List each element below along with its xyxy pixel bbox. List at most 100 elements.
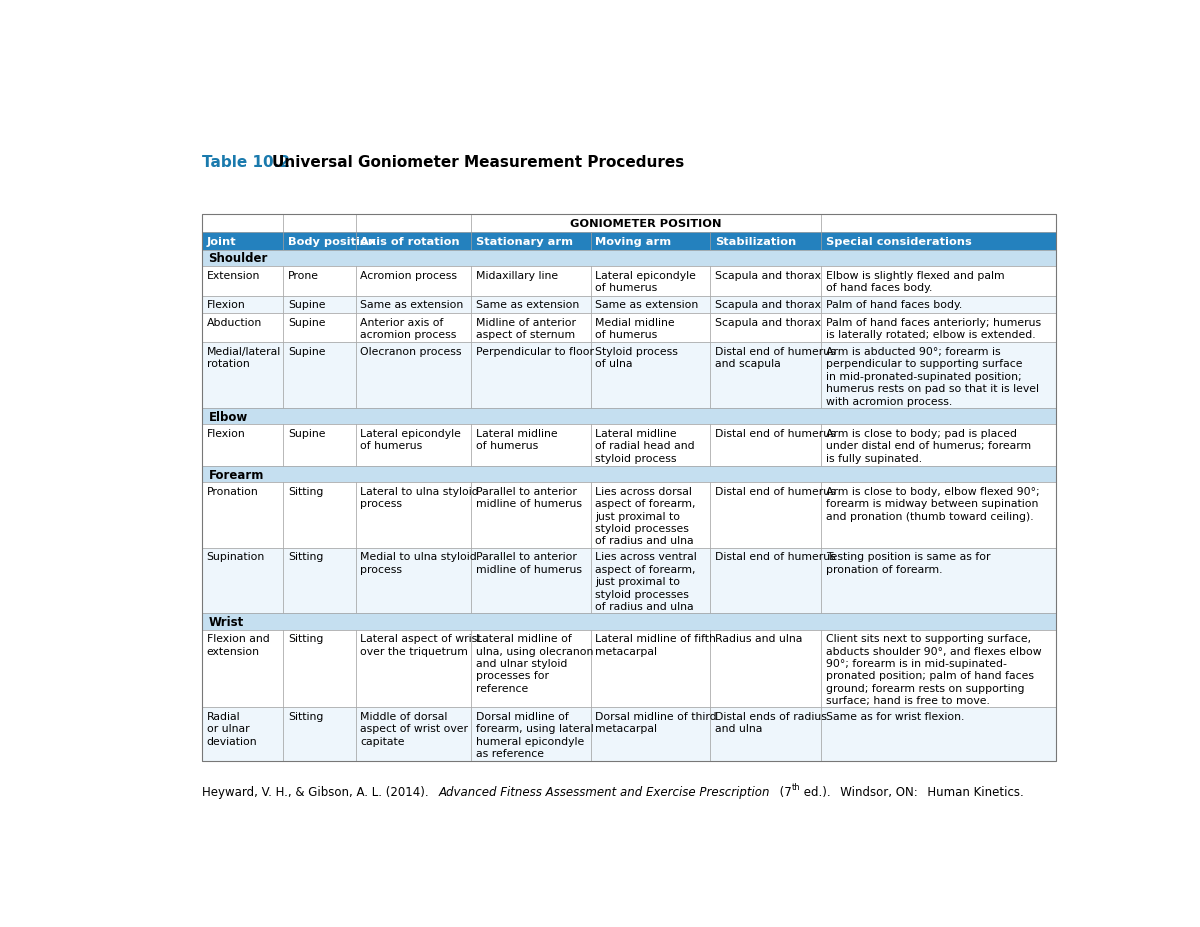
Bar	[590, 233, 710, 250]
Bar	[472, 343, 590, 409]
Text: Sitting: Sitting	[288, 711, 323, 721]
Text: Supine: Supine	[288, 299, 325, 310]
Text: Lateral to ulna styloid
process: Lateral to ulna styloid process	[360, 487, 479, 509]
Bar	[710, 313, 821, 343]
Bar	[590, 548, 710, 614]
Bar	[202, 548, 283, 614]
Bar	[202, 233, 283, 250]
Text: Scapula and thorax: Scapula and thorax	[715, 271, 821, 280]
Text: Axis of rotation: Axis of rotation	[360, 236, 460, 247]
Bar	[710, 343, 821, 409]
Bar	[590, 707, 710, 761]
Bar	[821, 630, 1056, 707]
Text: Lateral midline of fifth
metacarpal: Lateral midline of fifth metacarpal	[595, 633, 716, 656]
Bar	[283, 425, 355, 466]
Text: Medial midline
of humerus: Medial midline of humerus	[595, 317, 674, 339]
Text: Parallel to anterior
midline of humerus: Parallel to anterior midline of humerus	[475, 487, 582, 509]
Bar	[202, 483, 283, 548]
Bar	[821, 215, 1056, 233]
Bar	[202, 614, 1056, 630]
Bar	[283, 343, 355, 409]
Text: Distal end of humerus: Distal end of humerus	[715, 487, 835, 496]
Text: Lateral midline of
ulna, using olecranon
and ulnar styloid
processes for
referen: Lateral midline of ulna, using olecranon…	[475, 633, 593, 693]
Bar	[283, 267, 355, 297]
Text: Wrist: Wrist	[209, 616, 244, 629]
Bar	[590, 267, 710, 297]
Bar	[472, 233, 590, 250]
Text: Supine: Supine	[288, 317, 325, 327]
Bar	[355, 483, 472, 548]
Text: Styloid process
of ulna: Styloid process of ulna	[595, 347, 678, 369]
Bar	[710, 233, 821, 250]
Text: Acromion process: Acromion process	[360, 271, 457, 280]
Text: Universal Goniometer Measurement Procedures: Universal Goniometer Measurement Procedu…	[272, 155, 684, 170]
Bar	[590, 483, 710, 548]
Text: Elbow is slightly flexed and palm
of hand faces body.: Elbow is slightly flexed and palm of han…	[826, 271, 1004, 293]
Text: (7: (7	[770, 785, 792, 798]
Bar	[202, 250, 1056, 267]
Text: Testing position is same as for
pronation of forearm.: Testing position is same as for pronatio…	[826, 552, 990, 574]
Bar	[590, 425, 710, 466]
Bar	[710, 707, 821, 761]
Bar	[202, 630, 283, 707]
Text: Midline of anterior
aspect of sternum: Midline of anterior aspect of sternum	[475, 317, 576, 339]
Bar	[472, 707, 590, 761]
Text: Medial to ulna styloid
process: Medial to ulna styloid process	[360, 552, 478, 574]
Bar	[472, 297, 590, 313]
Text: Same as extension: Same as extension	[595, 299, 698, 310]
Bar	[355, 267, 472, 297]
Bar	[202, 215, 1056, 761]
Text: Stationary arm: Stationary arm	[475, 236, 572, 247]
Text: Distal end of humerus
and scapula: Distal end of humerus and scapula	[715, 347, 835, 369]
Bar	[472, 267, 590, 297]
Text: Flexion: Flexion	[206, 428, 246, 438]
Bar	[355, 313, 472, 343]
Text: Stabilization: Stabilization	[715, 236, 796, 247]
Bar	[472, 313, 590, 343]
Bar	[355, 297, 472, 313]
Bar	[283, 707, 355, 761]
Text: Abduction: Abduction	[206, 317, 262, 327]
Bar	[821, 343, 1056, 409]
Bar	[821, 267, 1056, 297]
Text: Extension: Extension	[206, 271, 260, 280]
Text: Same as extension: Same as extension	[360, 299, 463, 310]
Bar	[355, 215, 472, 233]
Bar	[472, 548, 590, 614]
Text: Distal ends of radius
and ulna: Distal ends of radius and ulna	[715, 711, 827, 733]
Text: Lies across ventral
aspect of forearm,
just proximal to
styloid processes
of rad: Lies across ventral aspect of forearm, j…	[595, 552, 697, 611]
Bar	[821, 707, 1056, 761]
Bar	[202, 215, 283, 233]
Text: Scapula and thorax: Scapula and thorax	[715, 317, 821, 327]
Text: Lateral midline
of radial head and
styloid process: Lateral midline of radial head and stylo…	[595, 428, 695, 464]
Text: Sitting: Sitting	[288, 552, 323, 562]
Text: Palm of hand faces body.: Palm of hand faces body.	[826, 299, 962, 310]
Bar	[472, 630, 590, 707]
Bar	[710, 483, 821, 548]
Bar	[202, 425, 283, 466]
Text: Heyward, V. H., & Gibson, A. L. (2014).: Heyward, V. H., & Gibson, A. L. (2014).	[202, 785, 438, 798]
Bar	[355, 707, 472, 761]
Bar	[821, 233, 1056, 250]
Text: Moving arm: Moving arm	[595, 236, 671, 247]
Text: Advanced Fitness Assessment and Exercise Prescription: Advanced Fitness Assessment and Exercise…	[438, 785, 770, 798]
Text: Anterior axis of
acromion process: Anterior axis of acromion process	[360, 317, 457, 339]
Text: Pronation: Pronation	[206, 487, 258, 496]
Bar	[283, 483, 355, 548]
Text: ed.).  Windsor, ON:  Human Kinetics.: ed.). Windsor, ON: Human Kinetics.	[800, 785, 1024, 798]
Bar	[355, 548, 472, 614]
Text: Flexion: Flexion	[206, 299, 246, 310]
Bar	[283, 233, 355, 250]
Text: Radial
or ulnar
deviation: Radial or ulnar deviation	[206, 711, 257, 745]
Bar	[590, 313, 710, 343]
Text: Arm is close to body, elbow flexed 90°;
forearm is midway between supination
and: Arm is close to body, elbow flexed 90°; …	[826, 487, 1039, 521]
Text: Dorsal midline of
forearm, using lateral
humeral epicondyle
as reference: Dorsal midline of forearm, using lateral…	[475, 711, 594, 758]
Text: Arm is close to body; pad is placed
under distal end of humerus; forearm
is full: Arm is close to body; pad is placed unde…	[826, 428, 1031, 464]
Text: Prone: Prone	[288, 271, 319, 280]
Bar	[710, 297, 821, 313]
Text: GONIOMETER POSITION: GONIOMETER POSITION	[570, 219, 721, 229]
Text: Sitting: Sitting	[288, 487, 323, 496]
Bar	[821, 425, 1056, 466]
Text: Lateral epicondyle
of humerus: Lateral epicondyle of humerus	[595, 271, 696, 293]
Bar	[355, 343, 472, 409]
